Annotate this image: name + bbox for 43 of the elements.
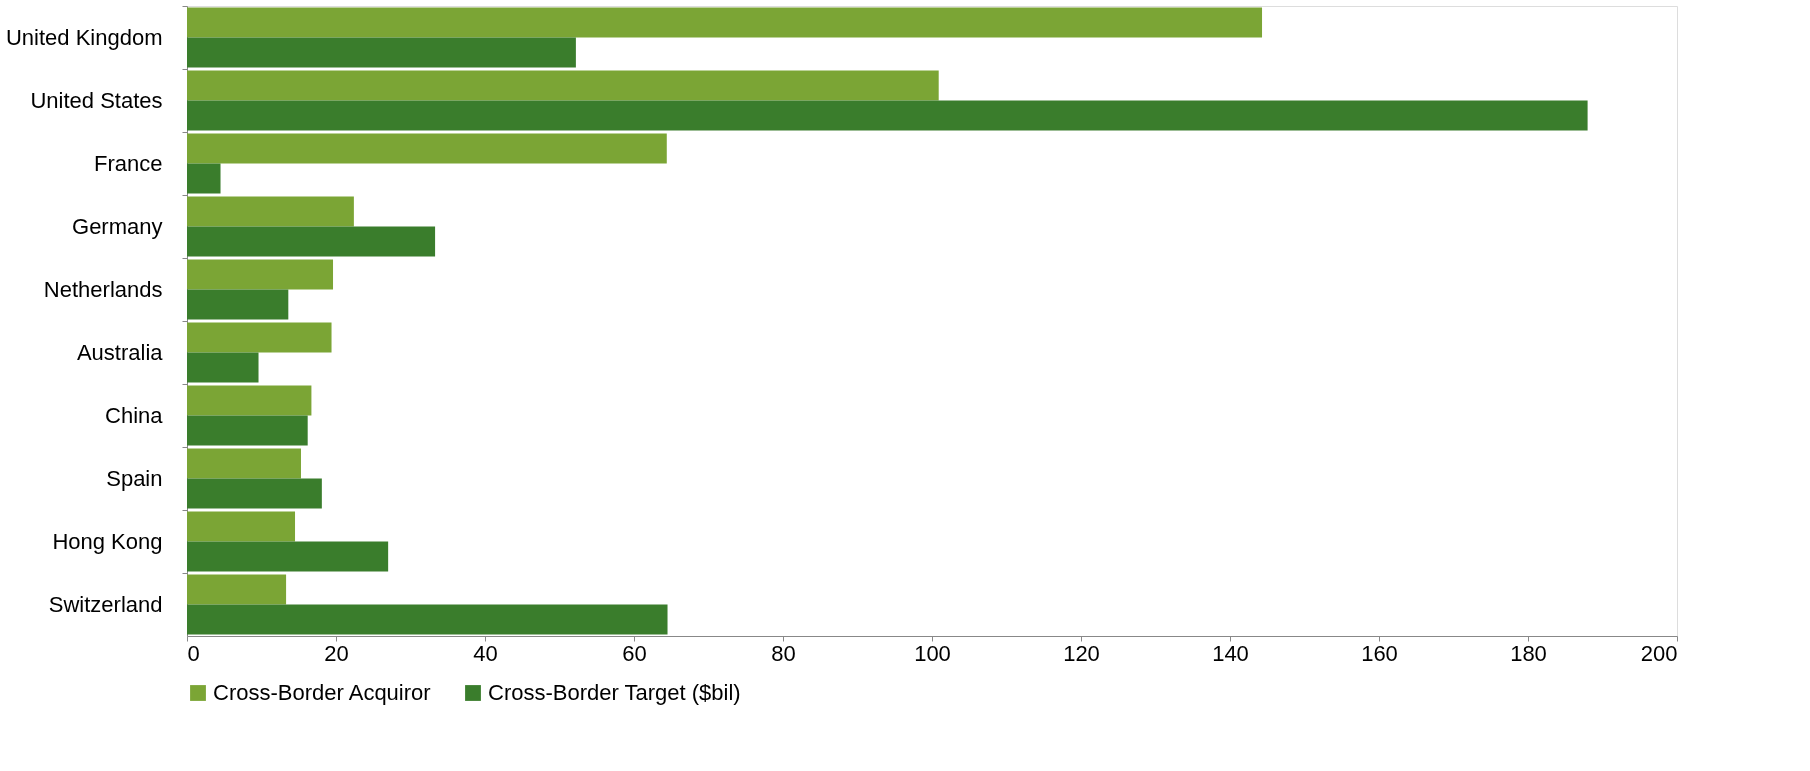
- bar: [187, 541, 389, 572]
- legend-label: Cross-Border Target ($bil): [488, 680, 741, 705]
- y-tick-label: Germany: [72, 213, 163, 239]
- x-tick-label: 180: [1510, 640, 1547, 666]
- bar: [187, 7, 1263, 38]
- bar: [187, 322, 332, 353]
- x-tick-label: 200: [1640, 640, 1678, 666]
- x-tick-label: 0: [187, 640, 200, 666]
- bar: [187, 511, 296, 542]
- x-tick-label: 100: [914, 640, 951, 666]
- bar: [187, 448, 301, 479]
- bar: [187, 196, 354, 227]
- legend-label: Cross-Border Acquiror: [213, 680, 431, 705]
- bar: [187, 37, 576, 68]
- bar: [187, 352, 259, 383]
- bar: [187, 385, 312, 416]
- y-tick-label: Netherlands: [43, 276, 163, 302]
- bar: [187, 163, 221, 194]
- bar: [187, 415, 308, 446]
- x-tick-label: 60: [622, 640, 647, 666]
- bar: [187, 133, 667, 164]
- x-tick-label: 80: [771, 640, 796, 666]
- y-tick-label: United States: [30, 87, 163, 113]
- x-tick-label: 20: [324, 640, 349, 666]
- x-tick-label: 160: [1361, 640, 1398, 666]
- y-tick-label: United Kingdom: [5, 24, 163, 50]
- bar: [187, 100, 1588, 131]
- y-tick-label: Australia: [76, 339, 164, 365]
- y-tick-label: Switzerland: [48, 591, 163, 617]
- y-tick-label: France: [94, 150, 163, 176]
- bar: [187, 604, 668, 635]
- x-tick-label: 40: [473, 640, 498, 666]
- bar: [187, 289, 289, 320]
- bar: [187, 259, 334, 290]
- y-tick-label: Hong Kong: [52, 528, 163, 554]
- bar: [187, 478, 322, 509]
- y-tick-label: China: [105, 402, 164, 428]
- bar: [187, 574, 287, 605]
- x-tick-label: 140: [1212, 640, 1249, 666]
- y-tick-label: Spain: [106, 465, 163, 491]
- bar: [187, 70, 939, 101]
- x-tick-label: 120: [1063, 640, 1100, 666]
- bar: [187, 226, 436, 257]
